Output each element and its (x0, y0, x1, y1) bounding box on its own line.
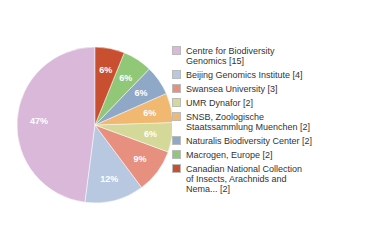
svg-text:6%: 6% (119, 73, 132, 83)
svg-text:12%: 12% (100, 174, 118, 184)
svg-text:47%: 47% (30, 116, 48, 126)
html-text:Naturalis Biodiversity Center: Naturalis Biodiversity Center [2] (186, 136, 313, 146)
svg-text:6%: 6% (135, 88, 148, 98)
svg-text:6%: 6% (144, 129, 157, 139)
svg-text:6%: 6% (143, 108, 156, 118)
svg-text:6%: 6% (99, 65, 112, 75)
html-text:Macrogen, Europe [2]: Macrogen, Europe [2] (186, 150, 273, 160)
html-text:Swansea University [3]: Swansea University [3] (186, 84, 278, 94)
html-text:UMR Dynafor [2]: UMR Dynafor [2] (186, 98, 253, 108)
html-text:Centre for Biodiversity Genomi: Centre for Biodiversity Genomics [15] (186, 46, 275, 66)
html-text:SNSB, Zoologische Staatssammlu: SNSB, Zoologische Staatssammlung Muenche… (186, 112, 311, 132)
svg-text:9%: 9% (133, 154, 146, 164)
html-text:Beijing Genomics Institute [4]: Beijing Genomics Institute [4] (186, 70, 303, 80)
html-text:Canadian National Collection o: Canadian National Collection of Insects,… (186, 164, 303, 194)
